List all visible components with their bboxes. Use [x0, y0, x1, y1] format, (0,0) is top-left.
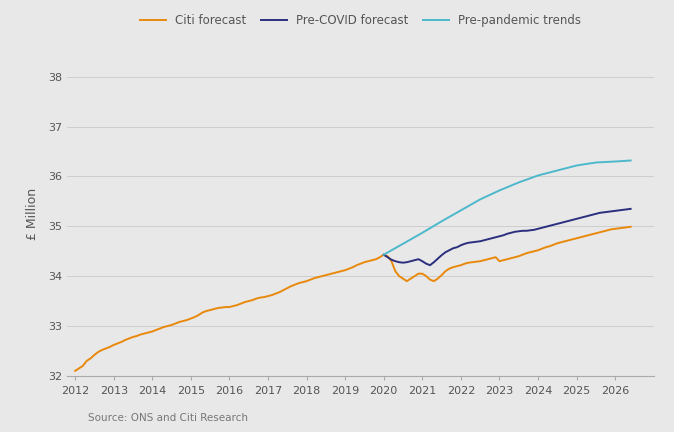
- Pre-COVID forecast: [511, 229, 519, 235]
- Line: Pre-COVID forecast: Pre-COVID forecast: [384, 209, 631, 265]
- Pre-pandemic trends: [379, 252, 388, 257]
- Pre-COVID forecast: [596, 210, 604, 216]
- Pre-pandemic trends: [437, 219, 446, 224]
- Citi forecast: [627, 224, 635, 229]
- Y-axis label: £ Million: £ Million: [26, 188, 39, 240]
- Citi forecast: [491, 254, 499, 260]
- Pre-COVID forecast: [488, 236, 496, 241]
- Pre-pandemic trends: [627, 158, 635, 163]
- Pre-COVID forecast: [426, 263, 434, 268]
- Pre-COVID forecast: [619, 207, 627, 213]
- Citi forecast: [392, 269, 400, 274]
- Text: Source: ONS and Citi Research: Source: ONS and Citi Research: [88, 413, 247, 423]
- Pre-pandemic trends: [611, 159, 619, 164]
- Pre-pandemic trends: [515, 180, 523, 185]
- Citi forecast: [71, 368, 79, 373]
- Legend: Citi forecast, Pre-COVID forecast, Pre-pandemic trends: Citi forecast, Pre-COVID forecast, Pre-p…: [135, 9, 586, 32]
- Pre-COVID forecast: [379, 252, 388, 257]
- Citi forecast: [98, 347, 106, 353]
- Pre-pandemic trends: [592, 160, 600, 165]
- Pre-pandemic trends: [399, 241, 407, 246]
- Pre-pandemic trends: [553, 168, 561, 173]
- Line: Citi forecast: Citi forecast: [75, 227, 631, 371]
- Pre-COVID forecast: [457, 243, 465, 248]
- Pre-COVID forecast: [441, 250, 450, 255]
- Pre-pandemic trends: [495, 188, 503, 193]
- Pre-pandemic trends: [573, 163, 581, 168]
- Citi forecast: [75, 366, 83, 371]
- Pre-pandemic trends: [534, 173, 542, 178]
- Citi forecast: [507, 256, 515, 261]
- Citi forecast: [588, 232, 596, 237]
- Pre-pandemic trends: [476, 197, 484, 202]
- Line: Pre-pandemic trends: Pre-pandemic trends: [384, 161, 631, 255]
- Pre-COVID forecast: [627, 206, 635, 211]
- Pre-pandemic trends: [419, 230, 427, 235]
- Pre-pandemic trends: [457, 208, 465, 213]
